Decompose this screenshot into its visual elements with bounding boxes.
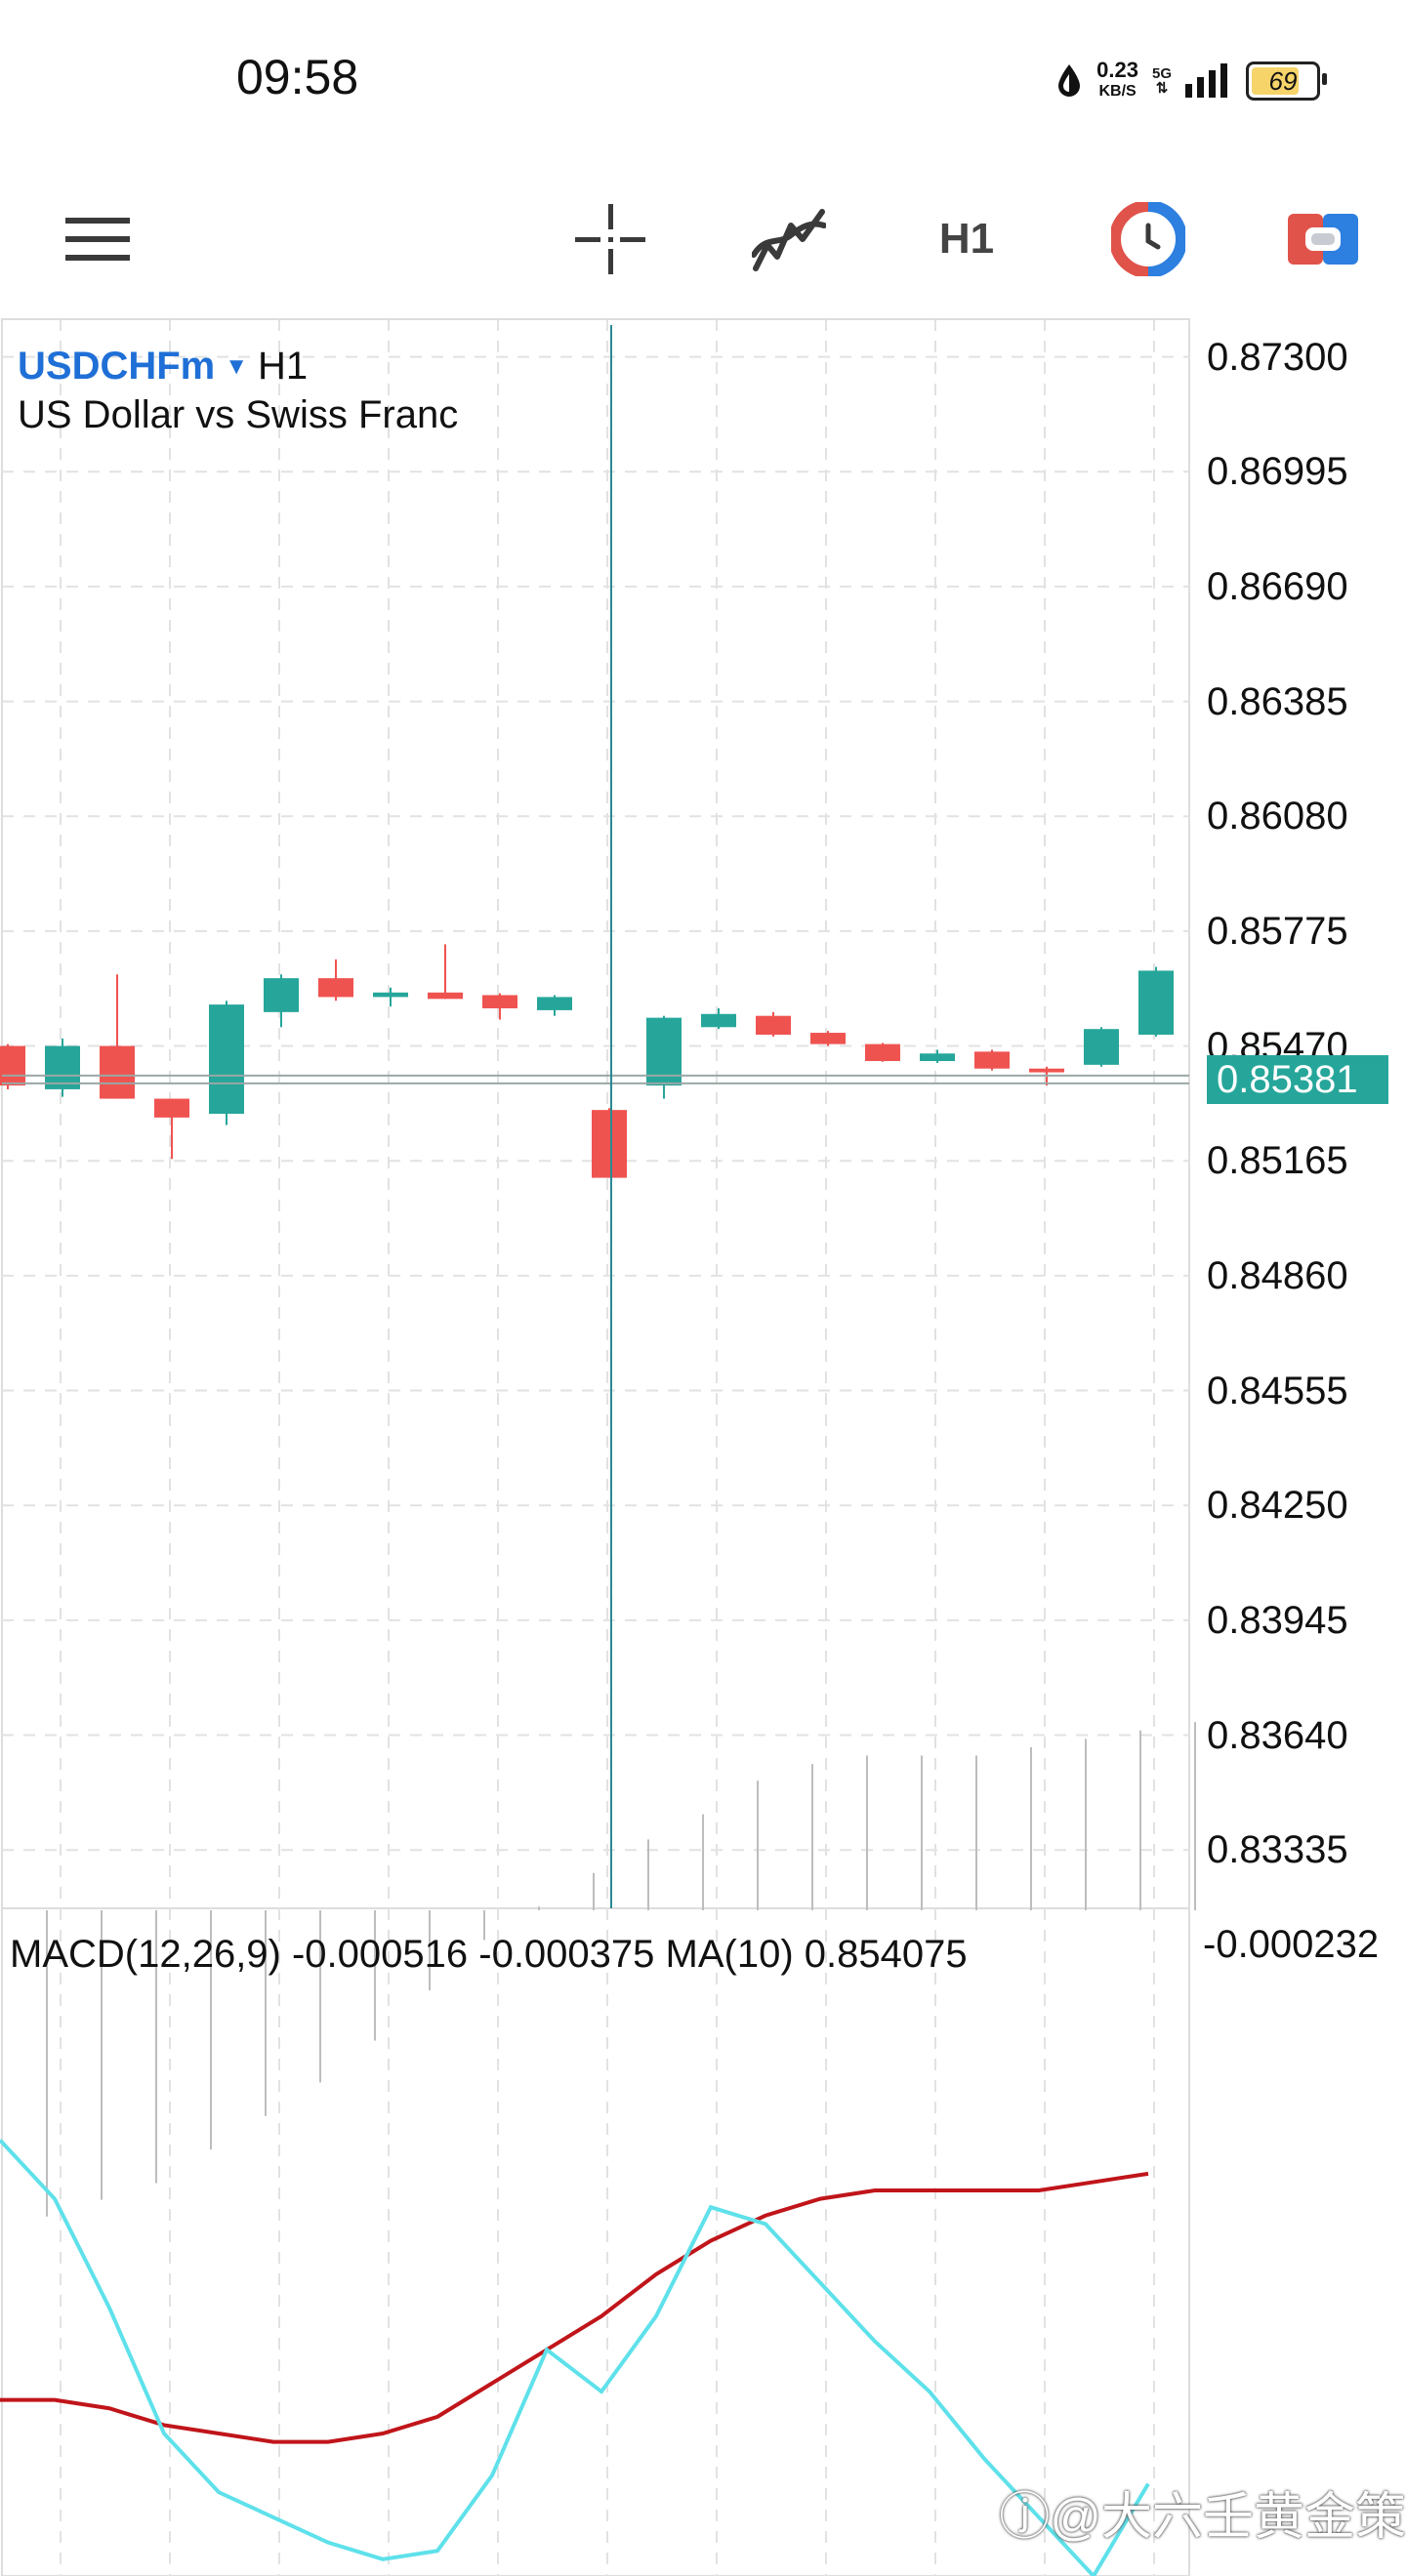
price-level-label: 0.83335 — [1207, 1828, 1348, 1872]
price-level-label: 0.83945 — [1207, 1598, 1348, 1642]
candle-body — [865, 1043, 900, 1061]
price-level-label: 0.84250 — [1207, 1484, 1348, 1528]
battery-icon: 69 — [1246, 61, 1327, 101]
candle-body — [428, 992, 463, 1000]
crosshair-button[interactable] — [561, 161, 659, 317]
candle-body — [264, 978, 299, 1012]
symbol-description: US Dollar vs Swiss Franc — [18, 393, 459, 436]
price-level-label: 0.85775 — [1207, 909, 1348, 953]
candle-body — [646, 1017, 682, 1086]
candle-body — [701, 1013, 736, 1028]
one-click-trading-icon — [1288, 214, 1358, 265]
candle-body — [45, 1045, 80, 1089]
chart-timeframe: H1 — [258, 345, 309, 388]
watermark: ⓙ@大六壬黄金策 — [999, 2489, 1406, 2546]
price-level-label: 0.84860 — [1207, 1253, 1348, 1297]
price-level-label: 0.86690 — [1207, 564, 1348, 608]
price-level-label: 0.83640 — [1207, 1713, 1348, 1757]
price-level-label: 0.85165 — [1207, 1139, 1348, 1183]
plot-frame — [1, 318, 1190, 2576]
macd-signal-line — [0, 2171, 1149, 2444]
price-level-label: 0.87300 — [1207, 335, 1348, 379]
candle-body — [810, 1033, 846, 1044]
hamburger-menu-icon — [65, 218, 130, 261]
candle-body — [318, 978, 353, 998]
chart-area[interactable]: USDCHFm ▼ H1 US Dollar vs Swiss Franc 0.… — [0, 317, 1406, 2576]
price-level-label: 0.86385 — [1207, 679, 1348, 723]
chart-toolbar: H1 — [0, 161, 1406, 317]
price-level-label: 0.84555 — [1207, 1369, 1348, 1412]
candle-body — [920, 1053, 955, 1061]
crosshair-icon — [575, 204, 645, 274]
candle-body — [1138, 970, 1174, 1035]
candle-body — [482, 995, 517, 1008]
status-time: 09:58 — [236, 50, 359, 104]
signal-strength-icon — [1185, 63, 1227, 98]
price-level-label: 0.86995 — [1207, 450, 1348, 494]
one-click-trading-button[interactable] — [1274, 161, 1372, 317]
history-button[interactable] — [1099, 161, 1197, 317]
price-level-label: 0.86080 — [1207, 795, 1348, 838]
clock-icon — [1111, 202, 1185, 276]
bid-price-label: 0.85381 — [1207, 1054, 1388, 1104]
menu-button[interactable] — [49, 161, 146, 317]
symbol-dropdown-icon[interactable]: ▼ — [225, 352, 248, 380]
candle-body — [100, 1045, 135, 1099]
timeframe-button[interactable]: H1 — [938, 215, 995, 263]
data-saver-icon — [1058, 64, 1081, 97]
status-bar: 09:58 0.23 KB/S 5G ⇅ 69 — [0, 0, 1406, 161]
network-type: 5G ⇅ — [1151, 65, 1172, 97]
indicators-icon — [752, 209, 826, 271]
candle-body — [592, 1110, 627, 1178]
candle-body — [537, 997, 572, 1010]
macd-scale-label: -0.000232 — [1203, 1923, 1380, 1966]
candle-body — [154, 1098, 189, 1118]
candle-body — [1029, 1068, 1064, 1073]
candle-body — [373, 992, 408, 998]
data-arrows-icon: ⇅ — [1155, 80, 1169, 97]
macd-main-line — [0, 2139, 1150, 2576]
symbol-header[interactable]: USDCHFm ▼ H1 — [18, 345, 308, 388]
candle-body — [1084, 1029, 1119, 1065]
price-chart[interactable] — [0, 317, 1406, 2576]
macd-indicator-label: MACD(12,26,9) -0.000516 -0.000375 MA(10)… — [10, 1933, 968, 1976]
indicators-button[interactable] — [740, 161, 838, 317]
candle-body — [974, 1051, 1010, 1069]
candle-body — [756, 1015, 791, 1035]
candle-body — [209, 1004, 244, 1114]
status-icons: 0.23 KB/S 5G ⇅ 69 — [1055, 57, 1327, 105]
net-speed: 0.23 KB/S — [1096, 58, 1138, 101]
candle-body — [0, 1045, 25, 1086]
symbol-name[interactable]: USDCHFm — [18, 345, 216, 388]
